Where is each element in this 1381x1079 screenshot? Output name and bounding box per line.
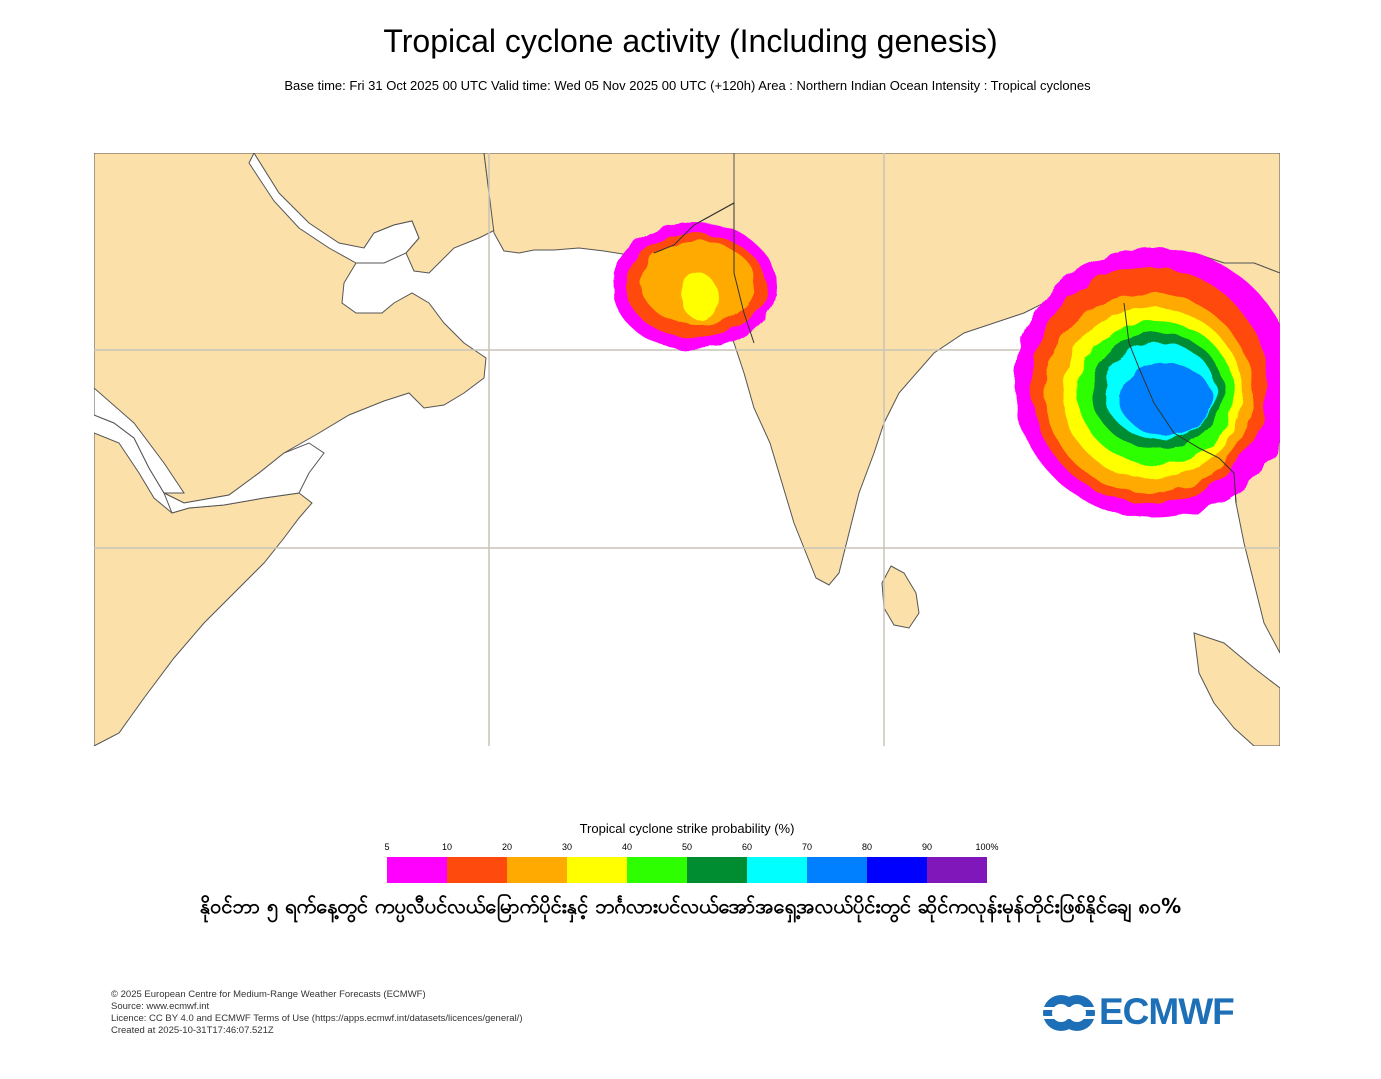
footer: © 2025 European Centre for Medium-Range … — [111, 989, 523, 1037]
chart-subtitle: Base time: Fri 31 Oct 2025 00 UTC Valid … — [284, 78, 1091, 93]
legend-swatch — [567, 857, 627, 883]
land-masses — [94, 153, 1280, 746]
created-text: Created at 2025-10-31T17:46:07.521Z — [111, 1025, 274, 1036]
legend-swatch — [387, 857, 447, 883]
gulf-of-aden — [163, 442, 325, 514]
legend-swatch — [867, 857, 927, 883]
coastline-overlay — [653, 202, 1237, 504]
legend-tick-label: 20 — [501, 842, 512, 852]
legend-tick-label: 10 — [441, 842, 452, 852]
inland-seas — [94, 153, 420, 514]
ecmwf-logo-icon — [1041, 995, 1097, 1031]
legend-swatch — [687, 857, 747, 883]
ecmwf-logo-text: ECMWF — [1099, 991, 1235, 1032]
legend-swatch — [927, 857, 987, 883]
probability-map — [94, 153, 1280, 746]
red-sea — [94, 387, 185, 494]
legend-tick-label: 30 — [561, 842, 572, 852]
legend-swatch — [807, 857, 867, 883]
legend-tick-label: 80 — [861, 842, 872, 852]
chart-title: Tropical cyclone activity (Including gen… — [383, 23, 998, 59]
legend-tick-label: 50 — [681, 842, 692, 852]
legend-tick-label: 60 — [741, 842, 752, 852]
ecmwf-logo: ECMWF — [1041, 991, 1266, 1033]
licence-text: Licence: CC BY 4.0 and ECMWF Terms of Us… — [111, 1013, 523, 1024]
sri-lanka — [881, 565, 920, 629]
legend-swatch — [627, 857, 687, 883]
legend-swatch — [447, 857, 507, 883]
legend-tick-label: 70 — [801, 842, 812, 852]
arabian-sea-cyclone-probability — [612, 222, 776, 350]
persian-gulf — [248, 153, 420, 264]
legend-title: Tropical cyclone strike probability (%) — [579, 821, 795, 836]
legend-tick-label: 40 — [621, 842, 632, 852]
legend-swatch — [747, 857, 807, 883]
source-text: Source: www.ecmwf.int — [111, 1001, 210, 1012]
legend-swatch — [507, 857, 567, 883]
caption: နိုဝင်ဘာ ၅ ရက်နေ့တွင် ကပ္ပလီပင်လယ်မြောက်… — [199, 894, 1182, 918]
legend-tick-label: 90 — [921, 842, 932, 852]
legend-tick-label: 5 — [384, 842, 390, 852]
sumatra — [1193, 632, 1280, 746]
horn-of-africa — [94, 432, 313, 746]
map-svg — [94, 153, 1280, 746]
bay-of-bengal-cyclone-probability — [1014, 248, 1280, 518]
copyright-text: © 2025 European Centre for Medium-Range … — [111, 989, 426, 1000]
legend-tick-label: 100% — [975, 842, 999, 852]
